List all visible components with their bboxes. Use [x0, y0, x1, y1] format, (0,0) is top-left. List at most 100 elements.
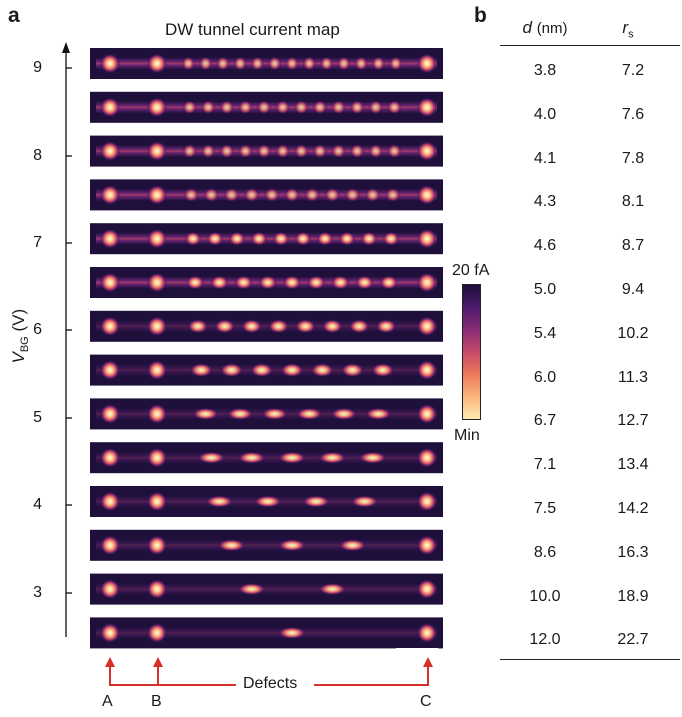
defect-spot	[147, 53, 167, 74]
tunnel-strip	[90, 354, 443, 386]
tunnel-strip	[90, 398, 443, 430]
table-cell-d: 5.0	[533, 281, 557, 298]
strip-band	[96, 451, 437, 464]
colorbar-bottom-label: Min	[454, 427, 480, 444]
y-tick-label: 6	[33, 321, 42, 338]
current-peak	[223, 187, 240, 202]
current-peak	[275, 144, 290, 159]
current-peak	[234, 275, 253, 290]
current-peak	[387, 144, 402, 159]
defect-spot	[417, 53, 437, 74]
table-cell-rs: 22.7	[617, 631, 649, 649]
current-peak	[282, 275, 302, 290]
current-peak	[316, 231, 334, 246]
table-cell-d: 7.1	[533, 456, 557, 474]
y-tick-label: 8	[33, 147, 42, 164]
table-header-d-main: d	[522, 18, 532, 37]
current-peak	[219, 100, 234, 115]
current-peak	[354, 56, 368, 71]
table-cell-d: 4.0	[533, 105, 557, 123]
current-peak	[278, 451, 306, 464]
current-peak	[302, 56, 316, 71]
current-peak	[365, 407, 392, 420]
defect-bracket-left	[109, 684, 236, 686]
defect-spot	[100, 316, 120, 337]
defect-spot	[147, 579, 167, 600]
current-peak	[302, 495, 331, 508]
current-peak	[278, 539, 306, 552]
current-peak	[186, 275, 205, 290]
defect-spot	[417, 228, 437, 249]
defect-spot	[100, 141, 120, 162]
table-cell-d: 6.0	[533, 368, 557, 386]
current-peak	[268, 56, 282, 71]
defect-spot	[100, 53, 120, 74]
table-cell-d: 10.0	[529, 587, 561, 605]
tunnel-strip	[90, 223, 443, 255]
table-cell-d: 4.1	[533, 149, 557, 167]
table-cell-rs: 7.6	[621, 105, 645, 123]
current-peak	[322, 319, 343, 334]
table-header-rs-sub: s	[628, 28, 634, 41]
current-peak	[337, 56, 351, 71]
defect-spot	[417, 141, 437, 162]
current-peak	[324, 187, 340, 202]
current-peak	[296, 407, 323, 420]
tunnel-strip	[90, 267, 443, 298]
defect-spot	[147, 97, 167, 118]
current-peak	[320, 56, 334, 71]
table-cell-d: 4.6	[533, 237, 557, 255]
current-peak	[227, 407, 254, 420]
current-peak	[220, 363, 243, 378]
current-peak	[192, 407, 219, 420]
current-peak	[250, 56, 264, 71]
current-peak	[250, 363, 274, 378]
current-peak	[330, 407, 357, 420]
strip-band	[96, 583, 437, 596]
table-cell-d: 5.4	[533, 324, 557, 342]
table-header-d-unit: (nm)	[536, 20, 568, 37]
current-peak	[257, 100, 272, 115]
y-tick-label: 3	[33, 584, 42, 601]
current-peak	[349, 319, 370, 334]
defect-b-label: B	[151, 693, 162, 710]
table-cell-rs: 7.2	[621, 62, 645, 79]
strips-layer	[90, 48, 443, 649]
current-peak	[365, 187, 381, 202]
current-peak	[338, 539, 367, 552]
current-peak	[350, 100, 365, 115]
defect-spot	[147, 316, 167, 337]
y-tick-label: 5	[33, 409, 42, 426]
current-peak	[206, 231, 224, 246]
defect-spot	[100, 272, 120, 293]
colorbar	[462, 284, 481, 420]
defect-spot	[147, 272, 167, 293]
current-peak	[189, 363, 213, 378]
current-peak	[371, 56, 385, 71]
tunnel-strip	[90, 617, 443, 649]
defect-a-line	[109, 666, 111, 686]
current-peak	[203, 187, 219, 202]
strip-band	[96, 57, 437, 70]
current-peak	[385, 187, 401, 202]
table-header-rs: rs	[583, 18, 673, 40]
current-peak	[379, 275, 398, 290]
defect-spot	[147, 535, 167, 556]
table-cell-rs: 10.2	[617, 324, 649, 342]
defect-spot	[147, 184, 167, 205]
defect-b-line	[157, 666, 159, 686]
defect-c-arrow	[423, 657, 433, 667]
table-cell-d: 4.3	[533, 193, 557, 211]
table-cell-rs: 11.3	[618, 368, 648, 386]
current-peak	[197, 451, 226, 464]
defect-spot	[417, 535, 437, 556]
panel-a-letter: a	[8, 4, 20, 27]
current-peak	[253, 495, 282, 508]
current-peak	[237, 583, 266, 596]
current-peak	[371, 363, 395, 378]
table-cell-rs: 14.2	[617, 500, 649, 517]
tunnel-strip	[90, 310, 443, 342]
current-peak	[184, 231, 202, 246]
defect-spot	[417, 316, 437, 337]
table-cell-rs: 9.4	[621, 281, 645, 298]
